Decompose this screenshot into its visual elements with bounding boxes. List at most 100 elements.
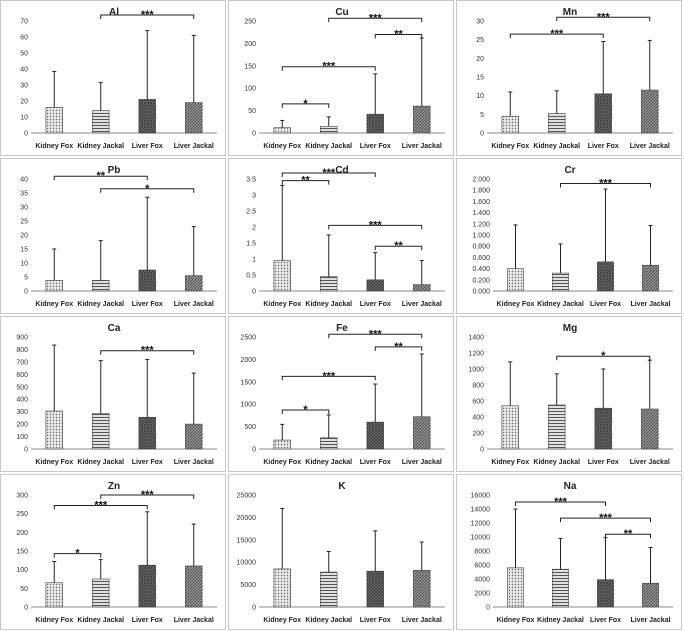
y-tick-label: 200: [244, 41, 256, 48]
y-tick-label: 25: [476, 37, 484, 44]
y-tick-label: 0.200: [472, 277, 490, 284]
y-tick-label: 100: [244, 86, 256, 93]
bar: [92, 413, 110, 450]
significance-bracket: [560, 517, 651, 523]
y-tick-label: 1500: [240, 379, 256, 386]
y-tick-label: 30: [476, 19, 484, 26]
y-tick-label: 150: [16, 549, 28, 556]
significance-label: ***: [554, 496, 568, 508]
bar: [501, 115, 519, 134]
chart-title: Mn: [563, 7, 577, 18]
x-category-label: Liver Fox: [590, 301, 621, 308]
y-tick-label: 12000: [471, 521, 491, 528]
y-tick-label: 2000: [240, 357, 256, 364]
significance-bracket: [53, 175, 148, 181]
y-tick-label: 400: [472, 415, 484, 422]
y-tick-label: 500: [16, 384, 28, 391]
y-tick-label: 600: [472, 399, 484, 406]
bar: [597, 261, 614, 292]
chart-title: Zn: [108, 481, 120, 492]
y-tick-label: 600: [16, 372, 28, 379]
x-category-label: Liver Fox: [360, 459, 391, 466]
bar: [320, 437, 338, 450]
y-tick-label: 30: [20, 205, 28, 212]
significance-label: **: [624, 528, 633, 540]
significance-bracket: [515, 501, 606, 506]
bar: [413, 569, 431, 608]
chart-title: Fe: [336, 323, 348, 334]
bar: [45, 410, 63, 450]
x-category-label: Kidney Jackal: [537, 617, 584, 624]
x-category-label: Kidney Fox: [263, 143, 301, 150]
y-tick-label: 400: [16, 397, 28, 404]
y-tick-label: 0.800: [472, 244, 490, 251]
x-category-label: Kidney Jackal: [77, 459, 124, 466]
significance-bracket: [328, 224, 423, 230]
x-category-label: Liver Jackal: [630, 301, 670, 308]
x-category-label: Kidney Fox: [35, 617, 73, 624]
y-tick-label: 40: [20, 177, 28, 184]
bar: [413, 284, 431, 292]
significance-bracket: [328, 333, 423, 339]
bar: [273, 439, 291, 450]
bar: [273, 127, 291, 134]
bar: [138, 564, 156, 608]
significance-bracket: [100, 14, 195, 19]
significance-bracket: [509, 33, 604, 39]
chart-zn: Zn 0 50 100 150 200 250 300 Kidney Fox Kidney Jac…: [16, 481, 217, 624]
x-category-label: Kidney Fox: [263, 301, 301, 308]
significance-label: ***: [369, 12, 383, 24]
x-category-label: Kidney Jackal: [77, 301, 124, 308]
y-tick-label: 20: [20, 233, 28, 240]
bar: [45, 582, 63, 608]
x-category-label: Liver Jackal: [402, 301, 442, 308]
x-category-label: Kidney Jackal: [305, 143, 352, 150]
y-tick-label: 2500: [240, 335, 256, 342]
y-tick-label: 25000: [237, 493, 257, 500]
significance-label: ***: [322, 370, 336, 382]
x-category-label: Kidney Fox: [491, 143, 529, 150]
significance-bracket: [281, 103, 330, 108]
y-tick-label: 10: [20, 261, 28, 268]
chart-na: Na 0 2000 4000 6000 8000 10000 12000 14000 16000 K…: [471, 481, 673, 624]
bar: [366, 279, 384, 292]
chart-panel-k: K 0 5000 10000 15000 20000 25000 Kidney Fox Kidn…: [228, 474, 454, 630]
y-tick-label: 3.5: [246, 177, 256, 184]
chart-cu: Cu 0 50 100 150 200 250 Kidney Fox Kidney Jackal…: [244, 7, 445, 150]
y-tick-label: 10000: [237, 560, 257, 567]
y-tick-label: 0.000: [472, 289, 490, 296]
bar: [320, 125, 338, 134]
y-tick-label: 1000: [240, 402, 256, 409]
chart-title: Al: [109, 7, 119, 18]
bar: [552, 568, 569, 608]
y-tick-label: 1.400: [472, 210, 490, 217]
x-category-label: Liver Jackal: [630, 459, 670, 466]
significance-bracket: [100, 494, 195, 499]
chart-title: Cr: [564, 165, 575, 176]
bar: [594, 93, 612, 134]
bar: [642, 582, 659, 608]
y-tick-label: 5: [480, 112, 484, 119]
x-category-label: Liver Fox: [360, 143, 391, 150]
significance-label: ***: [599, 177, 613, 189]
y-tick-label: 0: [252, 447, 256, 454]
y-tick-label: 15000: [237, 537, 257, 544]
significance-bracket: [100, 188, 195, 193]
significance-label: ***: [322, 61, 336, 73]
significance-label: **: [301, 175, 310, 187]
y-tick-label: 20000: [237, 515, 257, 522]
y-tick-label: 100: [16, 434, 28, 441]
y-tick-label: 0: [252, 605, 256, 612]
x-category-label: Kidney Fox: [263, 459, 301, 466]
y-tick-label: 250: [244, 19, 256, 26]
x-category-label: Liver Jackal: [174, 301, 214, 308]
bar: [366, 421, 384, 450]
chart-panel-ca: Ca 0 100 200 300 400 500 600 700 800 900 Kidney Fox…: [0, 316, 226, 472]
chart-title: K: [338, 481, 346, 492]
bar: [641, 408, 659, 450]
significance-bracket: [281, 172, 376, 177]
significance-label: *: [601, 350, 606, 362]
x-category-label: Liver Fox: [132, 459, 163, 466]
chart-panel-mn: Mn 0 5 10 15 20 25 30 Kidney Fox Kidney Jackal Liv…: [456, 0, 682, 156]
